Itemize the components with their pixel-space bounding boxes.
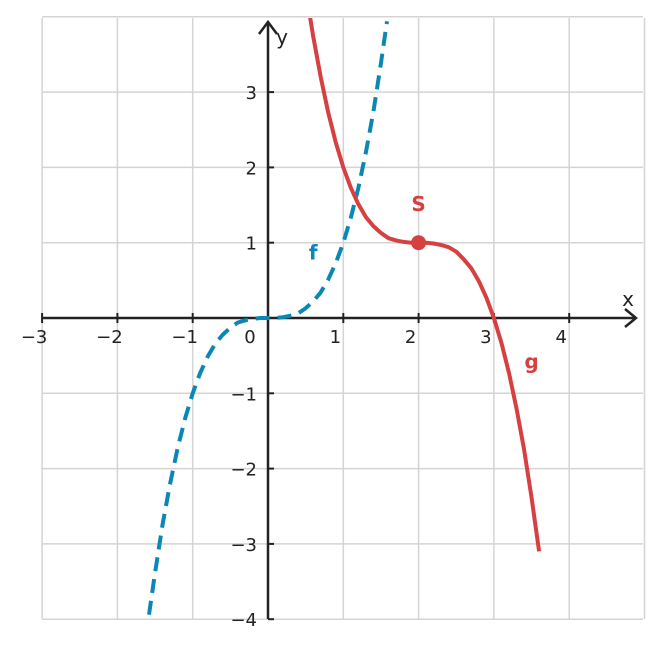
ticks: −3 −2 −1 0 1 2 3 4 −4 −3 −2 −1 1 2 3 xyxy=(21,83,571,631)
x-tick-label: −2 xyxy=(96,327,123,348)
x-tick-label: 2 xyxy=(405,327,416,348)
x-tick-label: 3 xyxy=(480,327,491,348)
x-axis-arrow xyxy=(624,308,638,328)
y-tick-label: 2 xyxy=(246,158,257,179)
label-g: g xyxy=(524,349,538,373)
x-tick-label: −3 xyxy=(21,327,48,348)
y-tick-label: −3 xyxy=(230,535,257,556)
y-tick-label: −2 xyxy=(230,460,257,481)
y-tick-label: 1 xyxy=(246,234,257,255)
point-S xyxy=(411,235,427,251)
x-tick-label: 4 xyxy=(555,327,566,348)
label-f: f xyxy=(309,240,318,264)
x-tick-label: 0 xyxy=(244,327,255,348)
y-axis-arrow xyxy=(258,19,278,35)
y-tick-label: −4 xyxy=(230,610,257,631)
y-axis-label: y xyxy=(276,25,288,49)
x-tick-label: −1 xyxy=(171,327,198,348)
y-tick-label: −1 xyxy=(230,384,257,405)
x-tick-label: 1 xyxy=(330,327,341,348)
axes xyxy=(42,19,638,619)
labels: x y f g S xyxy=(276,25,634,373)
x-axis-label: x xyxy=(622,287,634,311)
label-S: S xyxy=(411,192,425,216)
y-tick-label: 3 xyxy=(246,83,257,104)
marks xyxy=(411,235,427,251)
curve-f xyxy=(147,21,389,615)
